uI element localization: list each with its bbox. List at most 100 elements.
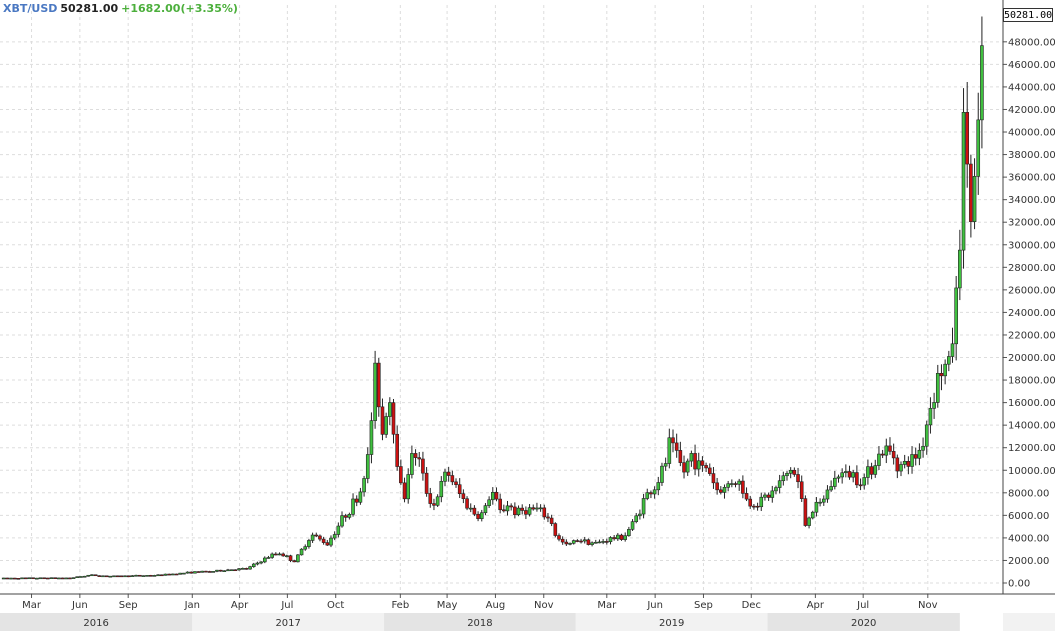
candle-up[interactable] <box>182 572 186 575</box>
candle-up[interactable] <box>527 507 532 515</box>
candle-up[interactable] <box>616 534 620 540</box>
candle-up[interactable] <box>972 176 977 222</box>
candle-down[interactable] <box>560 538 565 543</box>
candle-down[interactable] <box>498 498 502 511</box>
candle-down[interactable] <box>671 437 675 444</box>
candle-up[interactable] <box>237 568 241 571</box>
candle-up[interactable] <box>9 577 13 580</box>
candle-up[interactable] <box>980 45 984 121</box>
candle-down[interactable] <box>605 541 609 543</box>
candle-down[interactable] <box>542 507 547 518</box>
candle-down[interactable] <box>53 577 57 579</box>
candle-up[interactable] <box>479 512 484 519</box>
candle-down[interactable] <box>895 457 900 472</box>
candle-up[interactable] <box>917 449 922 459</box>
candle-down[interactable] <box>160 574 164 577</box>
candle-down[interactable] <box>553 523 558 536</box>
candle-down[interactable] <box>395 433 399 467</box>
candle-up[interactable] <box>307 540 311 547</box>
candle-up[interactable] <box>685 460 690 473</box>
candle-down[interactable] <box>752 505 756 508</box>
candle-up[interactable] <box>921 445 925 451</box>
candle-down[interactable] <box>137 574 142 577</box>
candle-up[interactable] <box>910 454 914 467</box>
candle-up[interactable] <box>483 505 488 514</box>
candle-down[interactable] <box>649 492 653 495</box>
candle-up[interactable] <box>627 529 631 537</box>
candle-down[interactable] <box>969 163 973 222</box>
candle-up[interactable] <box>130 575 135 577</box>
candle-up[interactable] <box>781 475 786 482</box>
candle-up[interactable] <box>597 541 602 544</box>
candle-up[interactable] <box>145 575 149 577</box>
candle-down[interactable] <box>557 535 561 540</box>
candle-up[interactable] <box>123 575 127 578</box>
candle-up[interactable] <box>947 356 951 365</box>
candle-up[interactable] <box>270 553 274 558</box>
candle-down[interactable] <box>421 458 425 474</box>
candle-down[interactable] <box>733 483 738 485</box>
candle-down[interactable] <box>880 453 885 456</box>
candle-down[interactable] <box>218 569 223 572</box>
candle-down[interactable] <box>472 507 477 515</box>
candle-up[interactable] <box>836 476 841 479</box>
candle-up[interactable] <box>226 569 230 572</box>
candle-down[interactable] <box>524 510 528 515</box>
candle-up[interactable] <box>630 521 635 530</box>
candle-down[interactable] <box>428 493 433 504</box>
candle-up[interactable] <box>737 480 741 485</box>
candle-down[interactable] <box>292 560 297 563</box>
candle-up[interactable] <box>487 499 491 506</box>
candle-up[interactable] <box>935 373 940 403</box>
candle-down[interactable] <box>31 577 35 580</box>
candle-up[interactable] <box>833 477 837 487</box>
candle-down[interactable] <box>115 575 120 578</box>
candle-down[interactable] <box>314 534 319 537</box>
candle-down[interactable] <box>707 467 712 474</box>
candle-down[interactable] <box>700 460 705 466</box>
candle-up[interactable] <box>90 574 94 577</box>
candle-down[interactable] <box>119 575 124 578</box>
candle-down[interactable] <box>5 577 10 580</box>
candle-up[interactable] <box>384 416 388 435</box>
candle-down[interactable] <box>457 484 462 495</box>
candle-down[interactable] <box>46 577 50 580</box>
candle-up[interactable] <box>873 465 878 475</box>
candle-down[interactable] <box>399 466 403 484</box>
candle-down[interactable] <box>586 539 591 545</box>
candle-down[interactable] <box>167 573 171 576</box>
candle-down[interactable] <box>174 573 179 576</box>
candle-down[interactable] <box>391 402 396 435</box>
candle-up[interactable] <box>79 576 83 578</box>
candle-up[interactable] <box>468 507 473 510</box>
candle-up[interactable] <box>535 507 539 510</box>
candle-down[interactable] <box>792 469 797 475</box>
candle-up[interactable] <box>844 471 848 474</box>
candle-up[interactable] <box>593 541 598 544</box>
candle-up[interactable] <box>807 517 811 526</box>
candle-up[interactable] <box>943 363 947 377</box>
candle-up[interactable] <box>538 507 543 510</box>
candle-down[interactable] <box>715 482 719 491</box>
candle-down[interactable] <box>579 540 583 543</box>
candle-down[interactable] <box>204 570 208 573</box>
candle-up[interactable] <box>141 575 146 577</box>
candle-up[interactable] <box>266 557 271 559</box>
candle-down[interactable] <box>432 503 436 506</box>
candle-up[interactable] <box>928 408 933 426</box>
candle-up[interactable] <box>38 577 43 580</box>
candle-down[interactable] <box>711 473 716 484</box>
candle-down[interactable] <box>93 574 98 577</box>
candle-down[interactable] <box>325 542 330 546</box>
candle-up[interactable] <box>601 541 605 543</box>
candle-up[interactable] <box>215 569 219 572</box>
candle-up[interactable] <box>490 492 495 501</box>
candle-down[interactable] <box>520 507 525 511</box>
candle-up[interactable] <box>101 575 105 578</box>
candle-down[interactable] <box>354 498 359 503</box>
candle-down[interactable] <box>454 481 458 485</box>
candle-down[interactable] <box>321 538 326 543</box>
candle-up[interactable] <box>667 437 672 464</box>
candle-down[interactable] <box>502 509 506 512</box>
